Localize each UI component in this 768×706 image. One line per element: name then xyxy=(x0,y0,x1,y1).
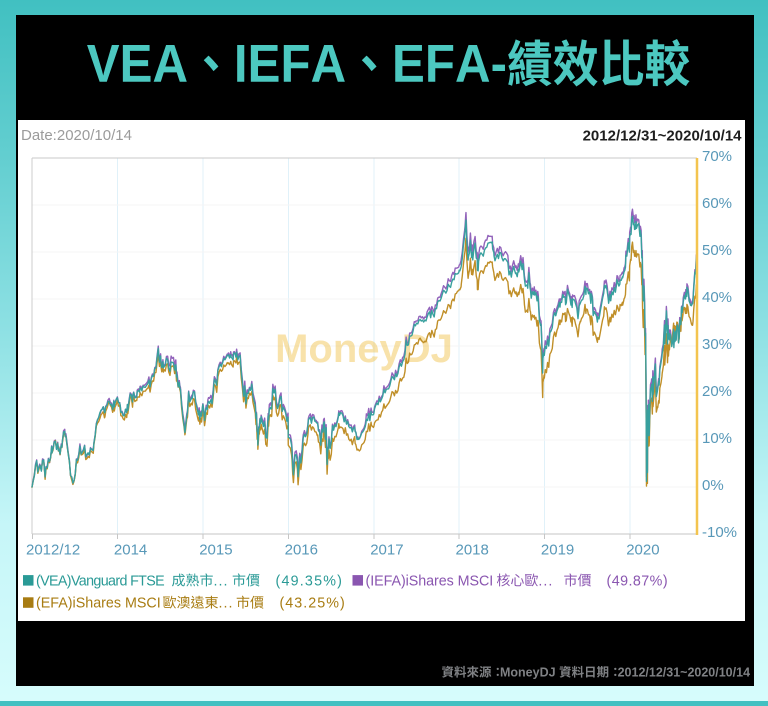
svg-text:(VEA)Vanguard FTSE: (VEA)Vanguard FTSE xyxy=(36,573,164,589)
svg-text:40%: 40% xyxy=(702,289,732,306)
svg-text:70%: 70% xyxy=(702,148,732,165)
svg-text:0%: 0% xyxy=(702,477,724,494)
svg-text:2019: 2019 xyxy=(541,542,574,559)
svg-text:...: ... xyxy=(214,573,229,589)
svg-text:(IEFA)iShares MSCI: (IEFA)iShares MSCI xyxy=(366,573,494,589)
svg-text:2020: 2020 xyxy=(626,542,659,559)
svg-text:MoneyDJ: MoneyDJ xyxy=(275,327,453,371)
svg-text:2018: 2018 xyxy=(456,542,489,559)
svg-text:2012/12/31~2020/10/14: 2012/12/31~2020/10/14 xyxy=(583,128,743,145)
svg-text:(43.25%): (43.25%) xyxy=(280,596,346,612)
svg-text:10%: 10% xyxy=(702,430,732,447)
svg-text:MoneyDJ: MoneyDJ xyxy=(500,666,556,680)
svg-text:Date:2020/10/14: Date:2020/10/14 xyxy=(21,127,132,144)
svg-text:(49.35%): (49.35%) xyxy=(276,573,344,589)
svg-text:...: ... xyxy=(538,573,553,589)
svg-text:2017: 2017 xyxy=(370,542,403,559)
svg-text:2012/12: 2012/12 xyxy=(26,542,80,559)
svg-text:2012/12/31~2020/10/14: 2012/12/31~2020/10/14 xyxy=(618,666,750,680)
svg-text:-10%: -10% xyxy=(702,524,737,541)
svg-text:2015: 2015 xyxy=(199,542,232,559)
svg-text:50%: 50% xyxy=(702,242,732,259)
svg-text:30%: 30% xyxy=(702,336,732,353)
svg-text:(EFA)iShares MSCI: (EFA)iShares MSCI xyxy=(36,596,161,612)
svg-text:...: ... xyxy=(219,596,234,612)
svg-text:60%: 60% xyxy=(702,195,732,212)
svg-text:2016: 2016 xyxy=(285,542,318,559)
svg-text:2014: 2014 xyxy=(114,542,147,559)
svg-text:(49.87%): (49.87%) xyxy=(607,573,669,589)
svg-text:20%: 20% xyxy=(702,383,732,400)
